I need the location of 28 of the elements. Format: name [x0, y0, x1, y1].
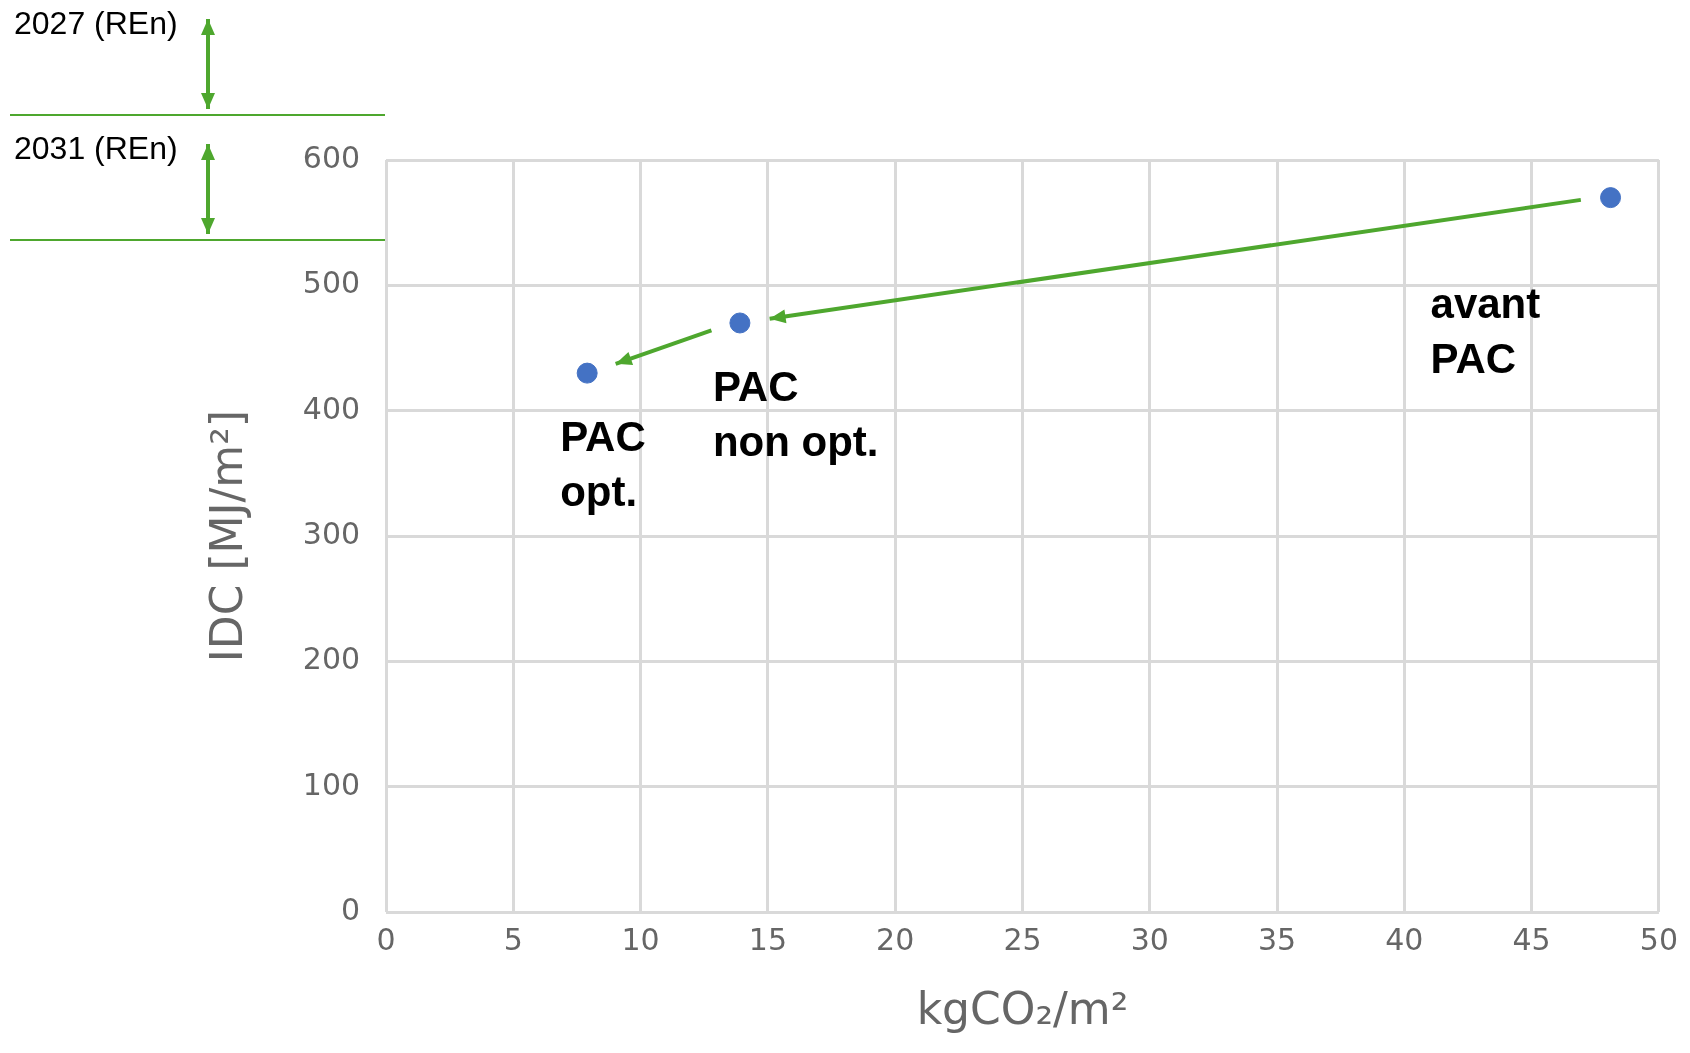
x-tick-label: 35 — [1257, 922, 1297, 957]
y-axis-title: IDC [MJ/m²] — [200, 410, 252, 663]
point — [1600, 187, 1622, 209]
x-tick-label: 20 — [876, 922, 915, 957]
x-tick-label: 15 — [748, 922, 788, 957]
x-tick-label: 10 — [621, 922, 660, 957]
point — [576, 362, 598, 384]
annotation: avant PAC — [1430, 280, 1541, 383]
x-axis-title: kgCO₂/m² — [916, 983, 1129, 1035]
annotation: PAC opt. — [560, 412, 646, 515]
x-tick-label: 40 — [1385, 922, 1424, 957]
x-tick-label: 0 — [376, 922, 396, 957]
text: 2027 (REn) — [14, 5, 178, 42]
x-tick-label: 30 — [1130, 922, 1169, 957]
x-tick-label: 45 — [1512, 922, 1551, 957]
y-tick-label: 400 — [302, 390, 361, 426]
y-tick-label: 600 — [302, 139, 361, 175]
y-tick-label: 200 — [302, 641, 361, 677]
y-tick-label: 100 — [302, 766, 361, 802]
y-tick-label: 0 — [340, 892, 361, 927]
x-tick-label: 5 — [503, 922, 523, 957]
annotation: PAC non opt. — [712, 362, 879, 465]
point — [729, 312, 751, 334]
x-tick-label: 50 — [1639, 922, 1679, 957]
y-tick-label: 300 — [302, 515, 361, 551]
text: 2031 (REn) — [14, 130, 178, 167]
y-tick-label: 500 — [302, 265, 361, 301]
x-tick-label: 25 — [1003, 922, 1042, 957]
